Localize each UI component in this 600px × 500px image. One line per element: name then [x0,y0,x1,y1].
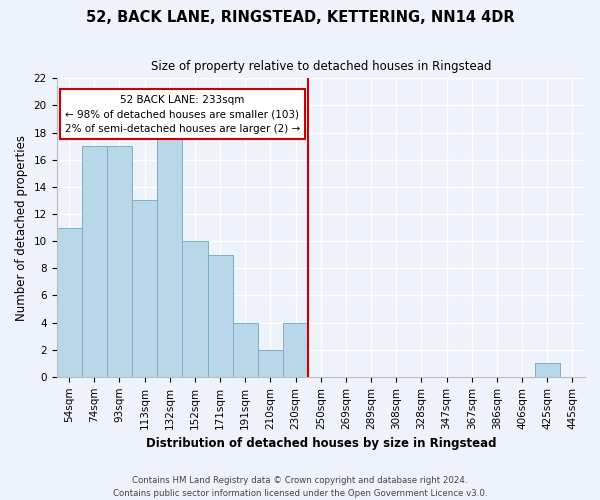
Y-axis label: Number of detached properties: Number of detached properties [15,134,28,320]
Bar [82,146,107,377]
Bar [535,364,560,377]
Bar [283,322,308,377]
Bar [107,146,132,377]
X-axis label: Distribution of detached houses by size in Ringstead: Distribution of detached houses by size … [146,437,496,450]
Bar [182,241,208,377]
Bar [132,200,157,377]
Bar [208,254,233,377]
Text: 52 BACK LANE: 233sqm
← 98% of detached houses are smaller (103)
2% of semi-detac: 52 BACK LANE: 233sqm ← 98% of detached h… [65,94,300,134]
Bar [157,132,182,377]
Bar [56,228,82,377]
Bar [258,350,283,377]
Text: Contains HM Land Registry data © Crown copyright and database right 2024.
Contai: Contains HM Land Registry data © Crown c… [113,476,487,498]
Bar [233,322,258,377]
Title: Size of property relative to detached houses in Ringstead: Size of property relative to detached ho… [151,60,491,73]
Text: 52, BACK LANE, RINGSTEAD, KETTERING, NN14 4DR: 52, BACK LANE, RINGSTEAD, KETTERING, NN1… [86,10,514,25]
